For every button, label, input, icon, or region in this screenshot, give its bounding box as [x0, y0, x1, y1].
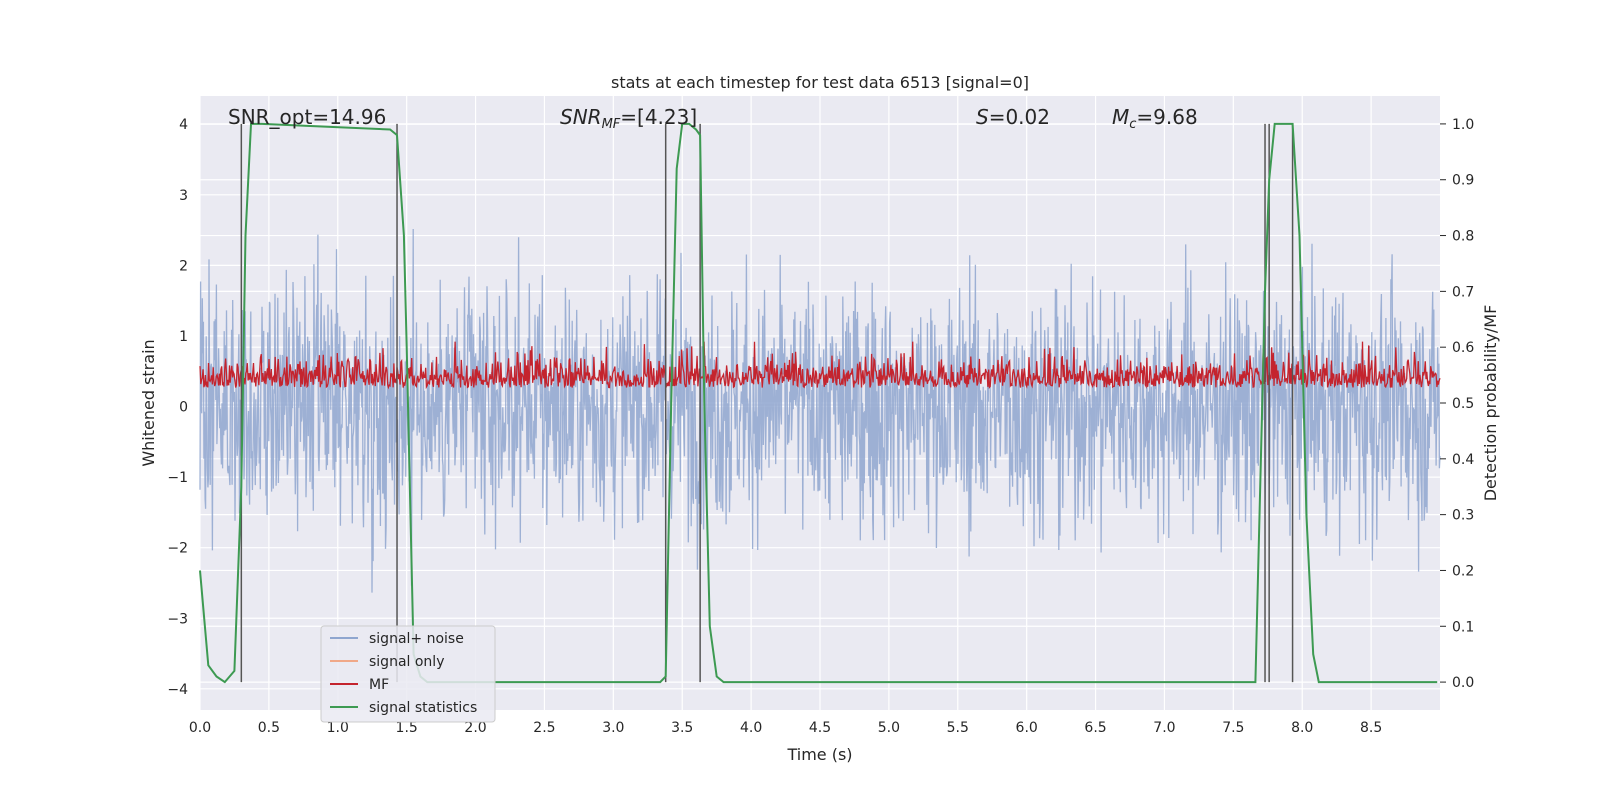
y-tick-label-6: 2	[179, 258, 188, 274]
x-tick-label-17: 8.5	[1360, 720, 1382, 736]
x-tick-label-9: 4.5	[809, 720, 831, 736]
annotation-s: S=0.02	[976, 105, 1050, 129]
annotation-mc-symbol: M	[1112, 105, 1129, 129]
signal-statistics-line	[199, 122, 1438, 684]
legend-label-mf: MF	[369, 677, 389, 693]
y-tick-label-4: 0	[179, 400, 188, 416]
x-tick-label-8: 4.0	[740, 720, 762, 736]
x-axis-label: Time (s)	[786, 745, 852, 764]
x-tick-label-14: 7.0	[1153, 720, 1175, 736]
annotation-snr-mf: SNRMF=[4.23]	[560, 105, 697, 132]
annotation-snr-opt: SNR_opt=14.96	[228, 105, 386, 129]
y-tick-label-5: 1	[179, 329, 188, 345]
x-tick-label-12: 6.0	[1016, 720, 1038, 736]
annotation-s-value: =0.02	[989, 105, 1050, 129]
annotation-snr-mf-value: =[4.23]	[620, 105, 697, 129]
y2-tick-label-0: 0.0	[1452, 675, 1474, 691]
x-tick-labels: 0.0 0.5 1.0 1.5 2.0 2.5 3.0 3.5 4.0 4.5 5.0 5.5 6.0 6…	[189, 720, 1382, 736]
y-tick-label-8: 4	[179, 117, 188, 133]
y2-tick-label-1: 0.1	[1452, 619, 1474, 635]
x-tick-label-0: 0.0	[189, 720, 211, 736]
y2-tick-label-4: 0.4	[1452, 452, 1474, 468]
y2-tick-label-8: 0.8	[1452, 229, 1474, 245]
x-tick-label-16: 8.0	[1291, 720, 1313, 736]
legend-label-signal-only: signal only	[369, 654, 444, 670]
y2-tick-label-7: 0.7	[1452, 284, 1474, 300]
chart-title: stats at each timestep for test data 651…	[611, 73, 1029, 92]
x-tick-label-6: 3.0	[602, 720, 624, 736]
legend-label-signal-statistics: signal statistics	[369, 700, 477, 716]
annotation-snr-mf-symbol: SNR	[560, 105, 602, 129]
x-tick-label-13: 6.5	[1084, 720, 1106, 736]
y-axis-label: Whitened strain	[139, 339, 158, 466]
y-tick-labels: −4 −3 −2 −1 0 1 2 3 4	[167, 117, 188, 698]
annotation-snr-mf-subscript: MF	[602, 117, 621, 132]
legend-label-signal-noise: signal+ noise	[369, 631, 464, 647]
x-tick-label-4: 2.0	[464, 720, 486, 736]
y2-tick-label-9: 0.9	[1452, 173, 1474, 189]
y-tick-label-7: 3	[179, 188, 188, 204]
x-tick-label-2: 1.0	[327, 720, 349, 736]
y-tick-label-0: −4	[167, 682, 188, 698]
y2-tick-label-2: 0.2	[1452, 563, 1474, 579]
annotation-mc-value: =9.68	[1136, 105, 1197, 129]
x-tick-label-7: 3.5	[671, 720, 693, 736]
y2-tick-label-5: 0.5	[1452, 396, 1474, 412]
legend-box	[320, 625, 496, 723]
annotation-s-symbol: S	[976, 105, 989, 129]
vertical-markers	[240, 123, 1294, 683]
y-tick-label-2: −2	[167, 541, 188, 557]
signal-statistics-series	[199, 122, 1438, 684]
annotation-mc-subscript: c	[1129, 117, 1136, 132]
legend: signal+ noise signal only MF signal stat…	[320, 625, 496, 723]
y2-tick-label-3: 0.3	[1452, 508, 1474, 524]
x-tick-label-5: 2.5	[533, 720, 555, 736]
x-tick-label-1: 0.5	[258, 720, 280, 736]
x-tick-label-10: 5.0	[878, 720, 900, 736]
y2-tick-label-6: 0.6	[1452, 340, 1474, 356]
x-tick-label-15: 7.5	[1222, 720, 1244, 736]
x-tick-label-3: 1.5	[396, 720, 418, 736]
y2-tick-label-10: 1.0	[1452, 117, 1474, 133]
y-tick-label-1: −3	[167, 611, 188, 627]
x-tick-label-11: 5.5	[947, 720, 969, 736]
y-tick-label-3: −1	[167, 470, 188, 486]
annotation-mc: Mc=9.68	[1112, 105, 1198, 132]
y2-tick-labels: 0.0 0.1 0.2 0.3 0.4 0.5 0.6 0.7 0.8 0.9 1.0	[1440, 117, 1474, 691]
y2-axis-label: Detection probability/MF	[1481, 305, 1500, 502]
